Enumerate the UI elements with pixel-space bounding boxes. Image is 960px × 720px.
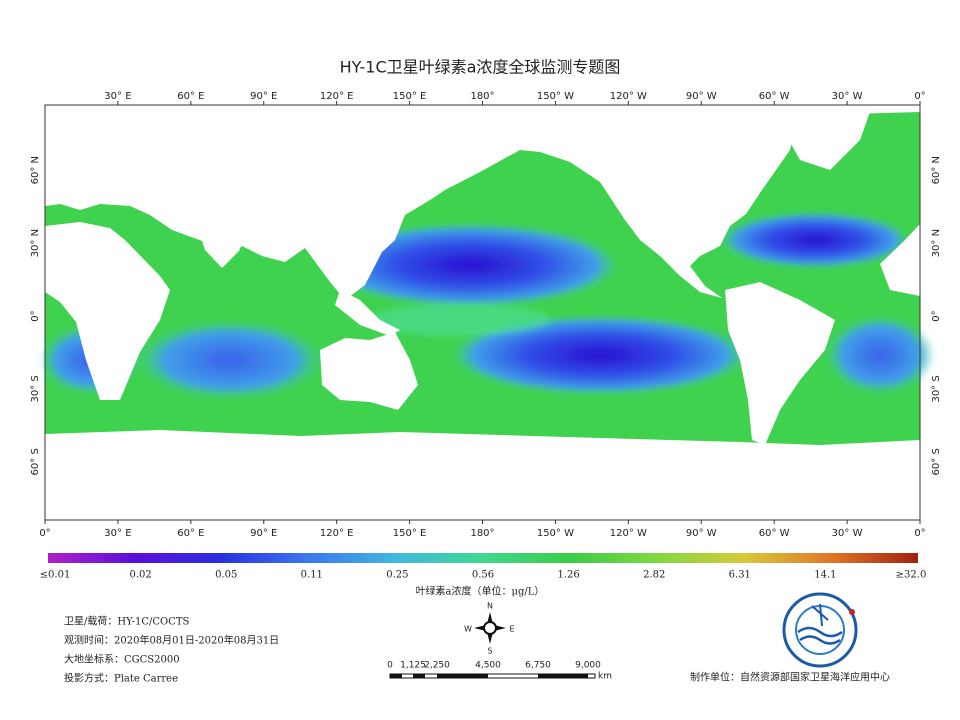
bottom-lon-label: 90° E xyxy=(250,528,277,539)
right-lat-label: 60° N xyxy=(931,156,942,184)
scale-unit: km xyxy=(598,672,612,682)
legend-label: 0.11 xyxy=(301,570,323,581)
left-lat-label: 30° S xyxy=(30,375,41,402)
right-lat-label: 30° S xyxy=(931,375,942,402)
logo xyxy=(782,592,858,668)
info: 卫星/载荷：HY-1C/COCTS 观测时间：2020年08月01日-2020年… xyxy=(64,616,279,685)
scale-label: 1,125 xyxy=(400,661,426,671)
compass-e: E xyxy=(509,625,514,634)
legend-label: 0.25 xyxy=(386,570,408,581)
top-lon-label: 120° E xyxy=(320,91,354,102)
bottom-lon-label: 0° xyxy=(39,528,50,539)
bottom-lon-label: 150° E xyxy=(393,528,427,539)
scale-label: 9,000 xyxy=(575,661,601,671)
bottom-lon-label: 60° W xyxy=(759,528,790,539)
top-lon-label: 60° E xyxy=(177,91,204,102)
legend-label: 2.82 xyxy=(643,570,665,581)
map-title: HY-1C卫星叶绿素a浓度全球监测专题图 xyxy=(340,58,621,77)
right-lat-label: 30° N xyxy=(931,229,942,257)
bottom-lon-label: 150° W xyxy=(537,528,574,539)
compass-s: S xyxy=(487,647,492,656)
land xyxy=(45,105,920,445)
legend-label: ≥32.0 xyxy=(896,570,927,581)
scale-label: 6,750 xyxy=(525,661,551,671)
right-lat-label: 60° S xyxy=(931,448,942,475)
top-lon-label: 30° W xyxy=(832,91,863,102)
map: 30° E 60° E 90° E 120° E 150° E 180° 150° W 120… xyxy=(30,91,942,539)
compass-n: N xyxy=(487,602,493,611)
bottom-lon-label: 120° W xyxy=(610,528,647,539)
bottom-lon-label: 90° W xyxy=(686,528,717,539)
bottom-lon-label: 120° E xyxy=(320,528,354,539)
legend-label: 1.26 xyxy=(557,570,579,581)
legend-label: 0.05 xyxy=(215,570,237,581)
graticule-labels: 30° E 60° E 90° E 120° E 150° E 180° 150° W 120… xyxy=(30,91,942,539)
legend-caption: 叶绿素a浓度（单位：μg/L） xyxy=(416,585,545,598)
compass: N S E W xyxy=(464,602,514,656)
top-lon-label: 90° W xyxy=(686,91,717,102)
top-lon-label: 120° W xyxy=(610,91,647,102)
scale-label: 4,500 xyxy=(475,661,501,671)
left-lat-label: 30° N xyxy=(30,229,41,257)
left-lat-label: 60° N xyxy=(30,156,41,184)
top-lon-label: 60° W xyxy=(759,91,790,102)
scale-label: 0 xyxy=(387,661,393,671)
top-lon-label: 90° E xyxy=(250,91,277,102)
info-line: 大地坐标系：CGCS2000 xyxy=(64,653,180,666)
scale-label: 2,250 xyxy=(424,661,450,671)
bottom-lon-label: 30° E xyxy=(104,528,131,539)
producer: 制作单位：自然资源部国家卫星海洋应用中心 xyxy=(690,671,890,684)
legend-label: 14.1 xyxy=(814,570,836,581)
info-line: 观测时间：2020年08月01日-2020年08月31日 xyxy=(64,634,279,647)
bottom-lon-label: 0° xyxy=(914,528,925,539)
bottom-lon-label: 60° E xyxy=(177,528,204,539)
legend-label: 0.56 xyxy=(472,570,494,581)
bottom-lon-label: 180° xyxy=(470,528,494,539)
top-lon-label: 150° E xyxy=(393,91,427,102)
legend-label: 0.02 xyxy=(129,570,151,581)
left-lat-label: 0° xyxy=(30,310,41,321)
info-line: 投影方式：Plate Carree xyxy=(64,672,178,685)
legend-labels: ≤0.01 0.02 0.05 0.11 0.25 0.56 1.26 2.82 6.31 14.… xyxy=(40,570,927,581)
top-lon-label: 180° xyxy=(470,91,494,102)
left-lat-label: 60° S xyxy=(30,448,41,475)
legend-label: ≤0.01 xyxy=(40,570,71,581)
legend-label: 6.31 xyxy=(729,570,751,581)
bottom-lon-label: 30° W xyxy=(832,528,863,539)
top-lon-label: 150° W xyxy=(537,91,574,102)
compass-w: W xyxy=(464,625,472,634)
right-lat-label: 0° xyxy=(931,310,942,321)
info-line: 卫星/载荷：HY-1C/COCTS xyxy=(64,616,190,628)
top-lon-label: 0° xyxy=(914,91,925,102)
color-bar xyxy=(48,553,918,563)
top-lon-label: 30° E xyxy=(104,91,131,102)
